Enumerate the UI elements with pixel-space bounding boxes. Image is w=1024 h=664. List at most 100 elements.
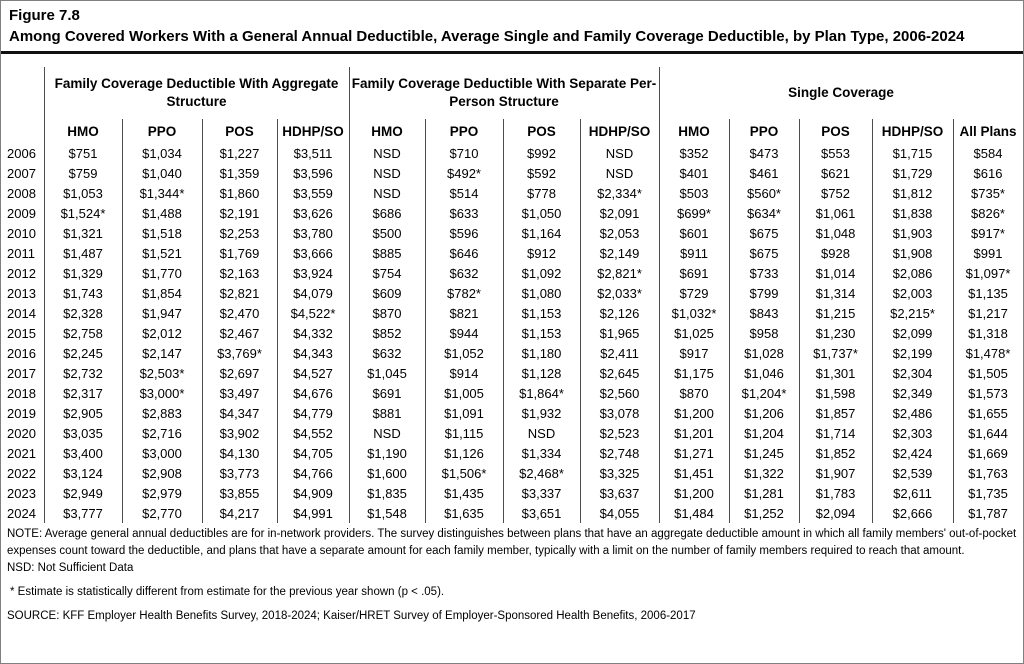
value-cell: $1,318 [952,323,1023,343]
value-cell: $2,091 [579,203,660,223]
value-cell: $691 [658,263,730,283]
value-cell: $2,086 [871,263,954,283]
source-note: SOURCE: KFF Employer Health Benefits Sur… [7,610,696,622]
value-cell: $870 [658,383,730,403]
year-cell: 2019 [7,405,36,421]
figure-label: Figure 7.8 [9,7,80,24]
value-cell: $1,014 [798,263,873,283]
value-cell: $1,359 [201,163,277,183]
value-cell: $4,527 [276,363,350,383]
value-cell: $2,349 [871,383,954,403]
value-cell: $1,053 [43,183,122,203]
year-cell: 2020 [7,425,36,441]
value-cell: $1,735 [952,483,1023,503]
value-cell: $1,548 [348,503,426,523]
value-cell: $1,518 [121,223,202,243]
value-cell: $1,488 [121,203,202,223]
value-cell: $1,050 [502,203,581,223]
value-cell: $1,763 [952,463,1023,483]
value-cell: $3,769* [201,343,277,363]
value-cell: $885 [348,243,426,263]
value-cell: NSD [348,143,426,163]
value-cell: $699* [658,203,730,223]
value-cell: $3,777 [43,503,122,523]
value-cell: $881 [348,403,426,423]
table-row: 2018 $2,317 $3,000* $3,497 $4,676 $691 $1,005 $… [4,383,1023,403]
value-cell: $1,217 [952,303,1023,323]
value-cell: $1,215 [798,303,873,323]
table-row: 2006 $751 $1,034 $1,227 $3,511 NSD $710 $992 NSD… [4,143,1023,163]
value-cell: $461 [728,163,800,183]
value-cell: $2,697 [201,363,277,383]
year-cell: 2009 [7,205,36,221]
year-cell: 2017 [7,365,36,381]
value-cell: $1,812 [871,183,954,203]
column-header: PPO [121,119,202,143]
value-cell: $4,522* [276,303,350,323]
value-cell: $1,770 [121,263,202,283]
value-cell: $1,153 [502,323,581,343]
year-cell: 2018 [7,385,36,401]
value-cell: $592 [502,163,581,183]
year-cell: 2016 [7,345,36,361]
group-header-3: Single Coverage [658,67,1023,119]
value-cell: $1,907 [798,463,873,483]
value-cell: $1,487 [43,243,122,263]
value-cell: $1,271 [658,443,730,463]
value-cell: $1,344* [121,183,202,203]
value-cell: $1,128 [502,363,581,383]
value-cell: $553 [798,143,873,163]
value-cell: $991 [952,243,1023,263]
value-cell: $4,332 [276,323,350,343]
value-cell: $2,424 [871,443,954,463]
value-cell: $2,003 [871,283,954,303]
value-cell: $1,435 [424,483,504,503]
value-cell: $2,539 [871,463,954,483]
value-cell: $3,666 [276,243,350,263]
value-cell: $1,835 [348,483,426,503]
value-cell: $2,611 [871,483,954,503]
value-cell: $1,743 [43,283,122,303]
value-cell: $473 [728,143,800,163]
value-cell: $1,301 [798,363,873,383]
table-row: 2008 $1,053 $1,344* $1,860 $3,559 NSD $514 $778… [4,183,1023,203]
value-cell: $754 [348,263,426,283]
value-cell: $3,637 [579,483,660,503]
value-cell: $1,573 [952,383,1023,403]
value-cell: $3,596 [276,163,350,183]
value-cell: $492* [424,163,504,183]
group-header-1: Family Coverage Deductible With Aggregat… [43,67,350,119]
value-cell: $1,204* [728,383,800,403]
value-cell: $2,147 [121,343,202,363]
value-cell: $4,055 [579,503,660,523]
table-row: 2022 $3,124 $2,908 $3,773 $4,766 $1,600 $1,506… [4,463,1023,483]
value-cell: $1,061 [798,203,873,223]
value-cell: $1,947 [121,303,202,323]
value-cell: $4,347 [201,403,277,423]
value-cell: $1,005 [424,383,504,403]
value-cell: $1,190 [348,443,426,463]
value-cell: $3,400 [43,443,122,463]
value-cell: $710 [424,143,504,163]
value-cell: $500 [348,223,426,243]
value-cell: $1,200 [658,483,730,503]
year-cell: 2011 [7,245,35,261]
value-cell: $944 [424,323,504,343]
value-cell: $821 [424,303,504,323]
value-cell: $3,035 [43,423,122,443]
value-cell: $1,932 [502,403,581,423]
year-cell: 2015 [7,325,36,341]
value-cell: $2,012 [121,323,202,343]
value-cell: $1,903 [871,223,954,243]
value-cell: $992 [502,143,581,163]
value-cell: $4,909 [276,483,350,503]
value-cell: $1,669 [952,443,1023,463]
value-cell: $1,230 [798,323,873,343]
value-cell: $2,503* [121,363,202,383]
value-cell: $691 [348,383,426,403]
value-cell: NSD [348,163,426,183]
value-cell: $870 [348,303,426,323]
value-cell: $596 [424,223,504,243]
value-cell: $2,253 [201,223,277,243]
value-cell: $917 [658,343,730,363]
